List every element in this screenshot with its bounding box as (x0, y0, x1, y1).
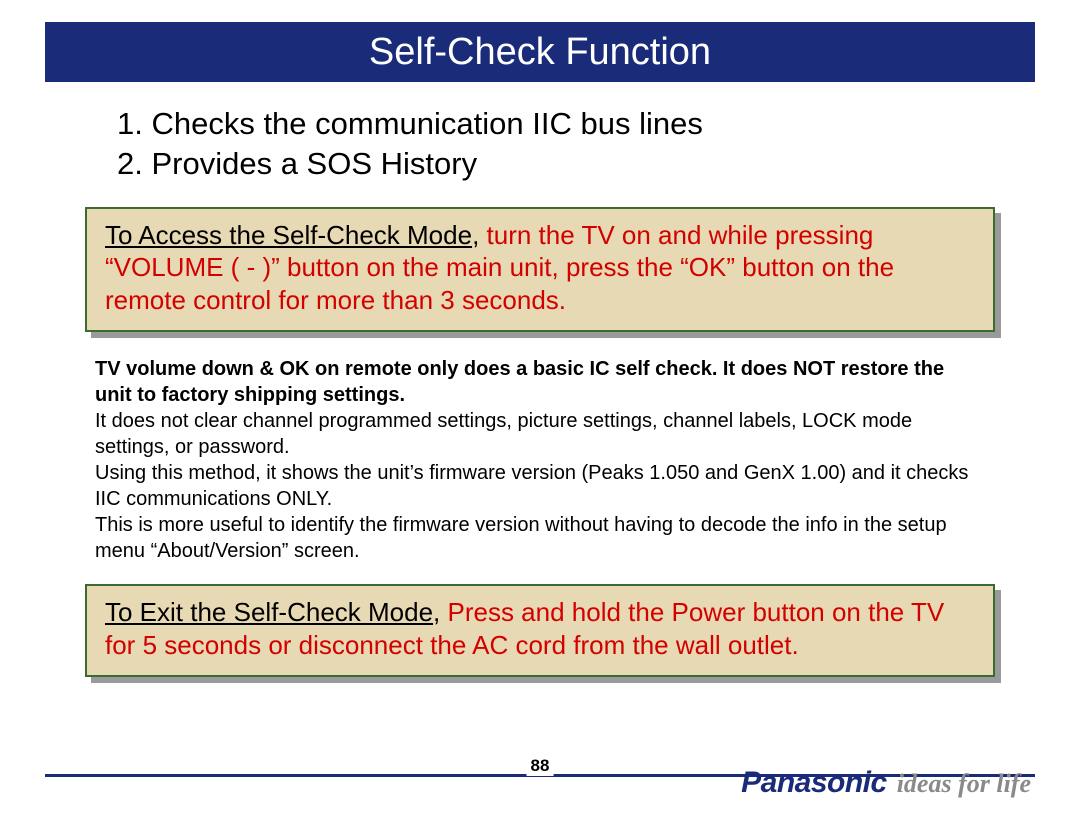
slide-footer: 88 Panasonic ideas for life (45, 774, 1035, 820)
notes-p2: Using this method, it shows the unit’s f… (95, 462, 968, 510)
bullet-1: 1. Checks the communication IIC bus line… (117, 104, 1035, 144)
brand-block: Panasonic ideas for life (741, 766, 1031, 800)
access-heading: To Access the Self-Check Mode (105, 220, 472, 250)
notes-bold: TV volume down & OK on remote only does … (95, 358, 944, 406)
exit-comma: , (433, 597, 447, 627)
notes-block: TV volume down & OK on remote only does … (95, 356, 985, 564)
slide-container: Self-Check Function 1. Checks the commun… (45, 22, 1035, 812)
access-instructions-box: To Access the Self-Check Mode, turn the … (85, 207, 995, 333)
page-number: 88 (527, 756, 554, 776)
brand-tagline: ideas for life (897, 769, 1031, 799)
notes-p1: It does not clear channel programmed set… (95, 410, 912, 458)
slide-title: Self-Check Function (45, 22, 1035, 82)
bullet-2: 2. Provides a SOS History (117, 144, 1035, 184)
notes-p3: This is more useful to identify the firm… (95, 514, 947, 562)
exit-instructions-box: To Exit the Self-Check Mode, Press and h… (85, 584, 995, 677)
bullet-list: 1. Checks the communication IIC bus line… (117, 104, 1035, 185)
exit-heading: To Exit the Self-Check Mode (105, 597, 433, 627)
brand-name: Panasonic (741, 766, 887, 800)
access-comma: , (472, 220, 486, 250)
